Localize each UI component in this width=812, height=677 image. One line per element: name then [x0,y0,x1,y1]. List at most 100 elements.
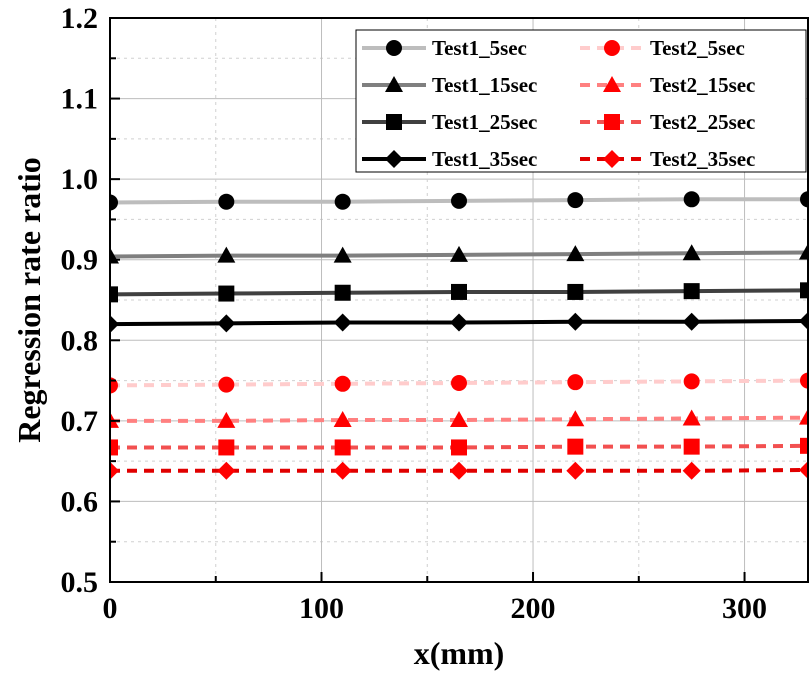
data-point [334,284,351,301]
data-point [683,373,700,390]
legend-box [355,29,807,173]
legend-item: Test1_5sec [362,36,527,60]
data-point [451,439,467,456]
legend-item: Test1_15sec [362,73,537,97]
data-point [333,461,352,480]
data-point [450,411,468,428]
series-test1-15sec [110,243,808,264]
y-tick-label: 1.2 [61,2,99,35]
data-point [566,312,585,331]
legend-label: Test2_25sec [650,110,755,134]
data-point [683,438,700,455]
data-point [683,283,700,300]
y-tick-label: 1.0 [61,163,99,196]
legend-marker [386,114,402,130]
data-point [567,192,584,209]
legend-label: Test1_25sec [432,110,537,134]
data-point [682,409,701,426]
data-point [334,193,351,210]
data-point [567,438,584,455]
data-point [217,411,236,428]
x-tick-label: 100 [299,592,344,625]
y-tick-label: 0.5 [61,566,99,599]
data-point [682,244,701,261]
data-point [110,286,118,303]
data-point [450,461,468,480]
y-axis-title: Regression rate ratio [11,157,47,443]
y-tick-label: 0.7 [61,405,99,438]
data-point [799,243,808,260]
data-point [217,461,236,480]
data-point [800,437,808,454]
legend-item: Test1_35sec [362,147,537,171]
series-layer [110,191,808,480]
data-point [682,461,701,480]
data-point [682,312,701,331]
data-point [800,282,808,299]
y-tick-label: 0.8 [61,324,99,357]
data-point [450,245,468,262]
legend-label: Test1_5sec [432,36,527,60]
data-point [451,374,467,391]
legend-label: Test1_35sec [432,147,537,171]
series-test1-25sec [110,282,808,303]
data-point [110,315,119,334]
data-point [799,408,808,425]
data-point [566,245,585,262]
data-point [566,461,585,480]
legend: Test1_5sec Test1_15sec Test1_25sec Test1_35… [355,29,807,173]
legend-item: Test2_25sec [580,110,755,134]
data-point [334,439,351,456]
legend-item: Test2_35sec [580,147,755,171]
data-point [217,246,236,263]
data-point [567,374,584,391]
data-point [334,375,351,392]
data-point [450,313,468,332]
data-point [799,461,808,480]
data-point [333,246,352,263]
series-test1-5sec [110,191,808,211]
data-point [799,311,808,330]
data-point [110,439,118,456]
data-point [451,283,467,300]
legend-label: Test1_15sec [432,73,537,97]
legend-marker [604,40,620,56]
x-tick-label: 200 [511,592,556,625]
data-point [800,372,808,389]
data-point [333,411,352,428]
legend-marker [603,150,621,168]
legend-label: Test2_5sec [650,36,745,60]
data-point [218,285,235,302]
series-test2-25sec [110,437,808,456]
legend-marker [385,76,403,92]
legend-label: Test2_35sec [650,147,755,171]
x-axis-title: x(mm) [414,635,505,671]
x-tick-label: 300 [722,592,767,625]
series-test2-5sec [110,372,808,394]
x-tick-label: 0 [103,592,118,625]
axis-layer: 0.5 0.6 0.7 0.8 0.9 1.0 1.1 1.2 0 100 200 300 x(mm) R… [11,2,767,671]
y-tick-label: 1.1 [61,83,99,116]
series-test2-15sec [110,408,808,428]
legend-label: Test2_15sec [650,73,755,97]
legend-marker [603,76,621,92]
data-point [110,194,118,211]
data-point [800,191,808,208]
legend-item: Test1_25sec [362,110,537,134]
data-point [566,410,585,427]
legend-marker [385,150,403,168]
data-point [218,193,235,210]
data-point [110,461,119,480]
series-test2-35sec [110,461,808,480]
data-point [451,192,467,209]
data-point [218,376,235,393]
data-point [683,191,700,208]
series-test1-35sec [110,311,808,334]
y-tick-label: 0.9 [61,244,99,277]
y-tick-label: 0.6 [61,485,99,518]
legend-marker [604,114,620,130]
legend-marker [386,40,402,56]
legend-item: Test2_5sec [580,36,745,60]
data-point [217,314,236,333]
